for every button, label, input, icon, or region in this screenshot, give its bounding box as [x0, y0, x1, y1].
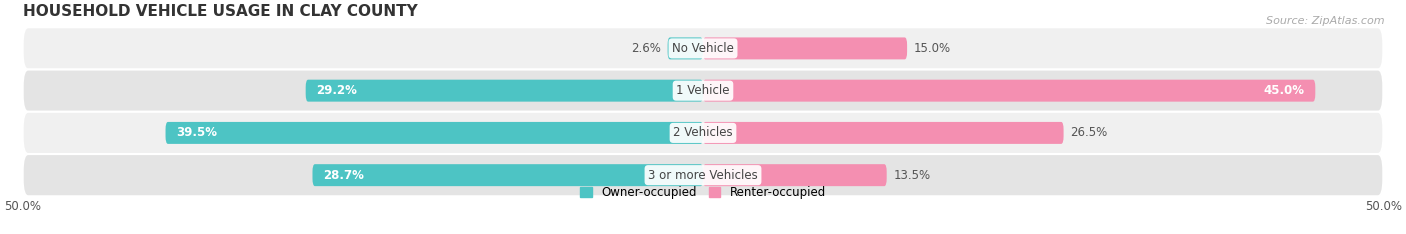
FancyBboxPatch shape [22, 27, 1384, 69]
Text: 1 Vehicle: 1 Vehicle [676, 84, 730, 97]
FancyBboxPatch shape [22, 69, 1384, 112]
FancyBboxPatch shape [703, 80, 1315, 102]
Text: 28.7%: 28.7% [323, 169, 364, 182]
Text: Source: ZipAtlas.com: Source: ZipAtlas.com [1267, 16, 1385, 26]
FancyBboxPatch shape [312, 164, 703, 186]
Text: 3 or more Vehicles: 3 or more Vehicles [648, 169, 758, 182]
Text: 2.6%: 2.6% [631, 42, 661, 55]
FancyBboxPatch shape [703, 164, 887, 186]
Text: HOUSEHOLD VEHICLE USAGE IN CLAY COUNTY: HOUSEHOLD VEHICLE USAGE IN CLAY COUNTY [22, 4, 418, 19]
Text: 29.2%: 29.2% [316, 84, 357, 97]
Text: 45.0%: 45.0% [1264, 84, 1305, 97]
Legend: Owner-occupied, Renter-occupied: Owner-occupied, Renter-occupied [575, 181, 831, 204]
Text: 13.5%: 13.5% [893, 169, 931, 182]
FancyBboxPatch shape [305, 80, 703, 102]
FancyBboxPatch shape [22, 154, 1384, 196]
Text: 2 Vehicles: 2 Vehicles [673, 126, 733, 139]
Text: No Vehicle: No Vehicle [672, 42, 734, 55]
FancyBboxPatch shape [703, 37, 907, 59]
Text: 15.0%: 15.0% [914, 42, 950, 55]
Text: 39.5%: 39.5% [176, 126, 218, 139]
FancyBboxPatch shape [22, 112, 1384, 154]
FancyBboxPatch shape [668, 37, 703, 59]
FancyBboxPatch shape [166, 122, 703, 144]
FancyBboxPatch shape [703, 122, 1063, 144]
Text: 26.5%: 26.5% [1070, 126, 1108, 139]
